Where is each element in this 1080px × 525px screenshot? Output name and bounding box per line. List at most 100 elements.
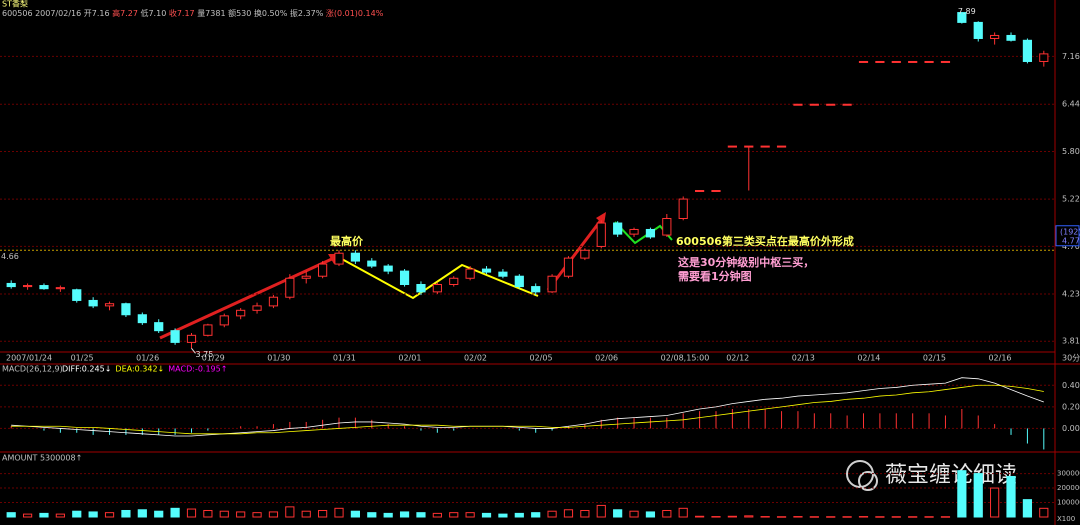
legend-entry: DIFF:0.245↓ [62, 365, 111, 374]
x-tick-label: 01/29 [202, 354, 225, 363]
candle-body [285, 277, 295, 298]
volume-bar [563, 509, 574, 518]
candle-body [367, 260, 377, 267]
quote-date: 2007/02/16 [35, 9, 81, 18]
candle-body [842, 103, 852, 106]
volume-bar [121, 509, 131, 518]
quote-turnover: 换0.50% [254, 8, 288, 18]
up-stroke-arrow [546, 219, 603, 291]
quote-amplitude: 振2.37% [290, 8, 324, 18]
legend-entry: MACD:-0.195↑ [168, 365, 227, 374]
volume-bar [826, 516, 836, 518]
volume-bar [744, 515, 754, 518]
volume-bar [809, 516, 819, 518]
candle-body [55, 287, 65, 290]
volume-bar [334, 507, 344, 518]
x-tick-label: 02/02 [464, 354, 487, 363]
candle-body [826, 103, 836, 106]
volume-bar [858, 516, 869, 518]
candle-body [170, 330, 180, 343]
quote-volume: 量7381 [197, 9, 225, 18]
volume-bar [613, 509, 623, 518]
candle-body [334, 252, 344, 265]
candle-body [727, 145, 737, 148]
candle-body [350, 252, 360, 262]
volume-bar [498, 513, 508, 518]
volume-bar [547, 510, 557, 518]
volume-bar [531, 512, 541, 518]
volume-bar [301, 510, 311, 518]
annotation: 需要看1分钟图 [678, 269, 752, 283]
volume-bar [416, 512, 426, 518]
candle-body [908, 60, 918, 63]
volume-bar [22, 513, 33, 518]
quote-high: 高7.27 [112, 8, 138, 18]
candle-body [973, 21, 983, 39]
candle-body [613, 222, 623, 235]
cursor-value: 4.77 [1062, 236, 1080, 245]
volume-bar [367, 512, 377, 518]
candle-body [990, 34, 1000, 39]
volume-bar [875, 516, 885, 518]
candle-body [72, 289, 82, 301]
candle-body [154, 322, 164, 332]
volume-bar [596, 504, 606, 518]
volume-bar [908, 516, 918, 518]
candle-body [875, 60, 885, 63]
candle-body [858, 60, 869, 63]
volume-bar [465, 512, 475, 518]
y-tick-label: 100000 [1057, 499, 1080, 507]
annotation: 这是30分钟级别中枢三买， [678, 255, 814, 269]
volume-bar [990, 487, 1000, 518]
stock-name: ST香梨 [2, 0, 28, 9]
x-tick-label: 02/14 [857, 354, 880, 363]
macd-line [11, 384, 1044, 435]
volume-bar [170, 507, 180, 518]
annotation: 600506第三类买点在最高价外形成 [676, 234, 854, 248]
reference-label: 4.66 [1, 252, 19, 261]
quote-line: 600506 2007/02/16 开7.16 高7.27 低7.10 收7.1… [2, 8, 384, 18]
volume-bar [72, 510, 82, 518]
candle-body [383, 265, 393, 272]
volume-bar [481, 512, 492, 518]
volume-bar [776, 516, 787, 518]
volume-bar [186, 508, 197, 518]
candle-body [793, 103, 803, 106]
x-tick-label: 01/26 [136, 354, 159, 363]
x-tick-label: 01/30 [267, 354, 290, 363]
volume-bar [711, 516, 721, 518]
candle-body [121, 303, 131, 316]
candle-body [465, 268, 475, 279]
x-tick-label: 02/16 [988, 354, 1011, 363]
volume-bar [924, 516, 934, 518]
volume-bar [645, 511, 656, 518]
x-tick-label: 01/25 [71, 354, 94, 363]
candle-body [252, 305, 262, 311]
volume-bar [39, 512, 49, 518]
candle-body [88, 299, 98, 307]
candle-body [760, 145, 770, 148]
y-tick-label: 7.16 [1062, 52, 1080, 61]
candle-body [498, 271, 508, 277]
volume-bar [662, 509, 672, 518]
high-label: 7.89 [958, 7, 976, 16]
watermark-icon [858, 471, 878, 491]
x-tick-label: 2007/01/24 [6, 354, 52, 363]
y-tick-label: 4.23 [1062, 289, 1080, 298]
candle-body [940, 60, 951, 63]
volume-bar [793, 516, 803, 518]
volume-bar [285, 506, 295, 518]
volume-bar [219, 510, 229, 518]
quote-change: 涨(0.01)0.14% [326, 8, 384, 18]
volume-bar [629, 510, 639, 518]
candle-body [219, 315, 229, 326]
candle-body [776, 145, 787, 148]
volume-bar [236, 511, 246, 518]
y-tick-label: 0.40 [1062, 381, 1080, 390]
candle-body [695, 189, 705, 192]
volume-bar [6, 512, 16, 518]
legend-entry: DEA:0.342↓ [115, 365, 164, 374]
y-tick-label: 300000 [1057, 470, 1080, 478]
